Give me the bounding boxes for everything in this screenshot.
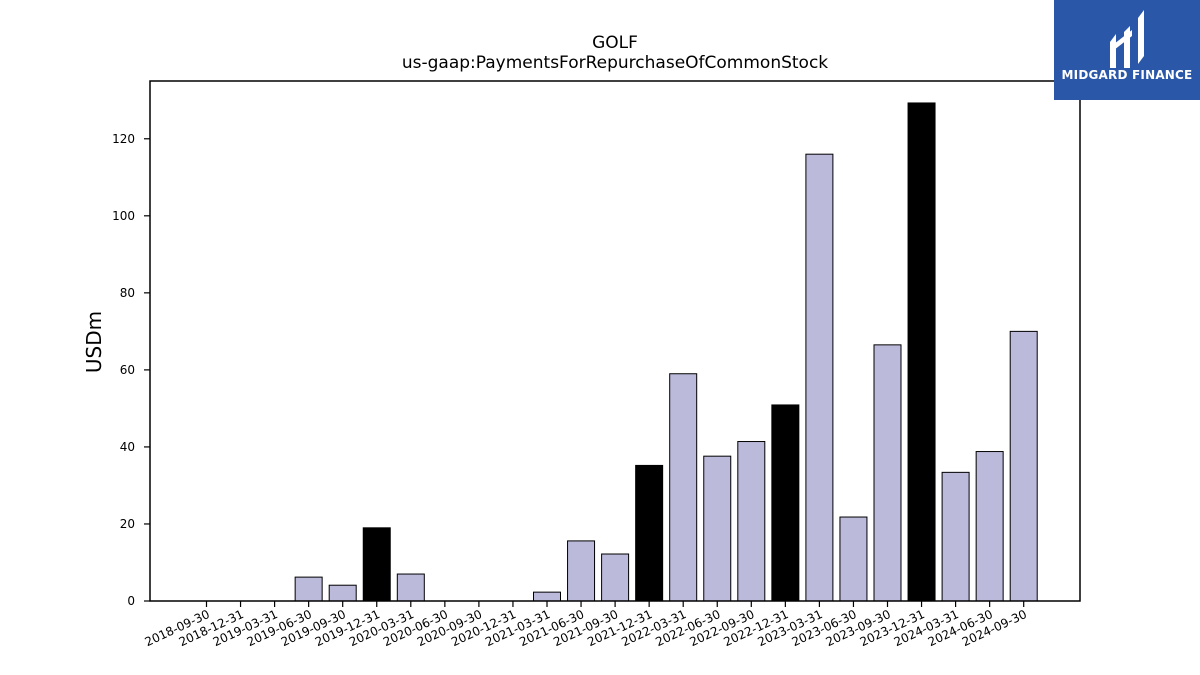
brand-name: MIDGARD FINANCE: [1061, 68, 1193, 82]
bar-2024-09-30: [1009, 330, 1038, 602]
bar-2022-06-30: [703, 455, 732, 602]
bar-2021-12-31: [635, 464, 664, 602]
bar-2021-09-30: [601, 553, 630, 602]
bar-2023-03-31: [805, 153, 834, 602]
midgard-logo-icon: [1110, 10, 1144, 68]
bar-2024-03-31: [941, 471, 970, 602]
y-tick-label: 20: [120, 517, 135, 531]
y-tick-label: 60: [120, 363, 135, 377]
y-tick-label: 0: [127, 594, 135, 608]
y-tick-label: 40: [120, 440, 135, 454]
y-tick-label: 80: [120, 286, 135, 300]
y-axis-label: USDm: [82, 311, 106, 373]
plot-frame: [149, 80, 1081, 602]
chart-subtitle: us-gaap:PaymentsForRepurchaseOfCommonSto…: [402, 53, 828, 73]
bar-2021-06-30: [567, 540, 596, 602]
y-tick-label: 120: [112, 132, 135, 146]
y-tick-label: 100: [112, 209, 135, 223]
bar-2022-09-30: [737, 441, 766, 602]
bar-2023-09-30: [873, 344, 902, 602]
chart-title: GOLF: [592, 33, 638, 53]
bar-2019-06-30: [294, 576, 323, 602]
bar-2019-12-31: [362, 527, 391, 602]
bar-2019-09-30: [328, 584, 357, 602]
bar-2022-03-31: [669, 373, 698, 602]
brand-logo: MIDGARD FINANCE: [1054, 0, 1200, 100]
bar-2023-12-31: [907, 102, 936, 602]
bar-2020-03-31: [396, 573, 425, 602]
bar-2023-06-30: [839, 516, 868, 602]
bar-2024-06-30: [975, 451, 1004, 602]
bar-2022-12-31: [771, 404, 800, 602]
bar-2021-03-31: [533, 591, 561, 602]
